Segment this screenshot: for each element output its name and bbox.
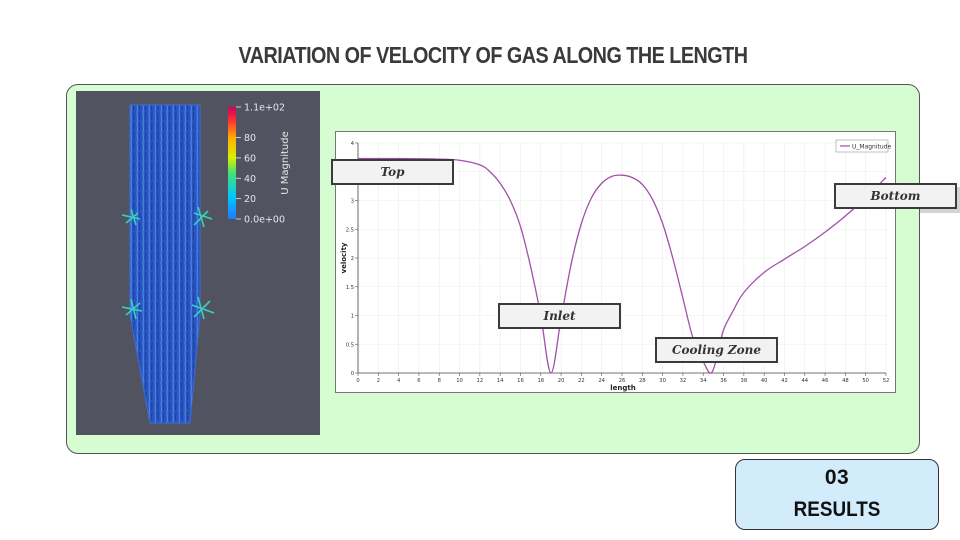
x-tick-label: 52 [883,378,890,384]
x-tick-label: 46 [822,378,829,384]
x-tick-label: 32 [680,378,687,384]
x-tick-label: 14 [497,378,504,384]
colorbar-title: U Magnitude [280,131,291,194]
y-tick-label: 4 [351,141,355,147]
y-tick-label: 2.5 [346,227,354,233]
series-u-magnitude-line [357,157,887,374]
chart-svg: 0 2 4 6 8 10 12 14 16 18 20 22 24 26 28 30 32 34 36 38 40 42 4… [340,139,891,392]
x-tick-label: 30 [659,378,666,384]
x-tick-label: 12 [477,378,484,384]
y-tick-label: 1.5 [346,285,354,291]
colorbar-tick-label: 60 [244,153,256,164]
y-tick-label: 1 [351,314,354,320]
x-tick-label: 4 [397,378,401,384]
callout-bottom: Bottom [834,183,960,213]
callout-top: Top [331,159,458,189]
x-tick-label: 44 [801,378,808,384]
legend-label: U_Magnitude [852,144,891,151]
x-tick-label: 40 [761,378,768,384]
y-tick-label: 3 [351,199,354,205]
x-tick-label: 8 [438,378,441,384]
colorbar-tick-label: 1.1e+02 [244,103,285,114]
x-tick-label: 20 [558,378,565,384]
colorbar-tick-label: 0.0e+00 [244,215,285,226]
y-tick-label: 0.5 [346,342,354,348]
section-label: RESULTS [793,498,881,521]
y-tick-label: 2 [351,256,354,262]
x-tick-label: 26 [619,378,626,384]
x-tick-label: 6 [417,378,420,384]
y-axis-label: velocity [340,242,348,273]
x-tick-label: 24 [598,378,605,384]
x-tick-label: 28 [639,378,646,384]
x-tick-label: 36 [720,378,727,384]
velocity-contour-plot: 1.1e+02 80 60 40 20 0.0e+00 U Magnitude [76,91,320,435]
x-tick-label: 22 [578,378,585,384]
column-geometry [130,105,200,423]
x-tick-label: 38 [741,378,748,384]
colorbar-tick-label: 20 [244,194,256,205]
contour-visualization: 1.1e+02 80 60 40 20 0.0e+00 U Magnitude [121,103,291,424]
x-tick-label: 18 [537,378,544,384]
x-axis-label: length [610,384,635,392]
section-badge: 03 RESULTS [735,459,939,530]
x-tick-label: 0 [356,378,359,384]
x-tick-label: 16 [517,378,524,384]
slide-title: VARIATION OF VELOCITY OF GAS ALONG THE L… [238,42,748,68]
inlet-jets [121,206,215,320]
x-tick-label: 2 [377,378,380,384]
colorbar-tick-label: 80 [244,133,256,144]
section-number: 03 [824,466,850,489]
velocity-line-chart: 0 2 4 6 8 10 12 14 16 18 20 22 24 26 28 30 32 34 36 38 40 42 4… [335,131,896,393]
chart-legend: U_Magnitude [835,139,891,153]
colorbar [228,107,236,219]
x-tick-label: 48 [842,378,849,384]
y-tick-label: 0 [351,371,354,377]
callout-cooling-zone: Cooling Zone [655,337,782,367]
x-tick-label: 10 [456,378,463,384]
colorbar-tick-label: 40 [244,174,256,185]
x-tick-label: 42 [781,378,788,384]
x-tick-label: 34 [700,378,707,384]
x-tick-label: 50 [862,378,869,384]
callout-inlet: Inlet [498,303,625,333]
